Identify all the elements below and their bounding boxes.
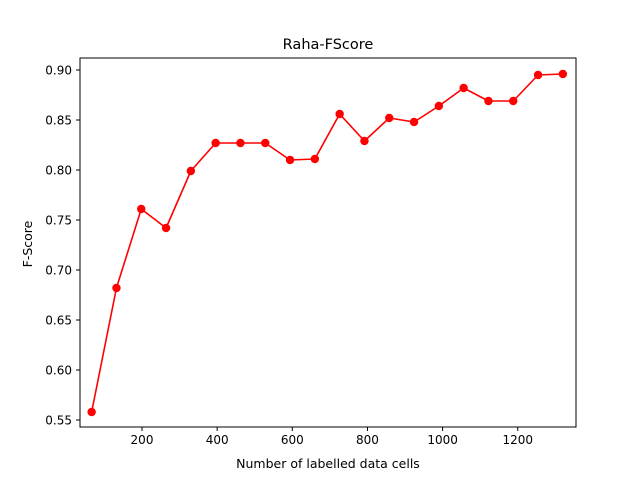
x-axis-ticks: 200 400 600 800 1000 1200 <box>131 427 533 447</box>
data-point <box>186 166 196 176</box>
plot-area-frame <box>79 57 577 428</box>
y-tick-label: 0.65 <box>45 314 72 328</box>
x-tick-label: 800 <box>356 433 379 447</box>
data-point <box>261 138 270 148</box>
data-point <box>285 155 295 165</box>
series-layer <box>87 69 568 417</box>
y-tick-label: 0.75 <box>45 214 72 228</box>
y-tick-label: 0.70 <box>45 264 72 278</box>
x-tick-label: 600 <box>281 433 304 447</box>
chart-title: Raha-FScore <box>283 37 374 53</box>
x-tick-label: 200 <box>131 433 154 447</box>
y-tick-label: 0.55 <box>45 414 72 428</box>
y-axis-label: F-Score <box>20 220 35 267</box>
data-point <box>484 96 493 106</box>
data-point <box>161 223 171 233</box>
y-axis-ticks: 0.55 0.60 0.65 0.70 0.75 0.80 0.85 0.90 <box>45 64 80 428</box>
data-point <box>87 407 96 417</box>
x-tick-label: 1200 <box>502 433 533 447</box>
series-line <box>90 73 563 413</box>
data-point <box>335 109 344 119</box>
data-point <box>360 136 369 146</box>
data-point <box>409 117 419 127</box>
y-tick-label: 0.90 <box>45 64 72 78</box>
data-point <box>434 101 444 111</box>
x-tick-label: 400 <box>206 433 229 447</box>
data-point <box>385 113 394 123</box>
data-point <box>509 96 518 106</box>
data-point <box>137 204 146 214</box>
data-point <box>459 83 468 93</box>
x-axis-label: Number of labelled data cells <box>236 456 420 471</box>
data-point <box>310 154 320 164</box>
data-point <box>112 283 121 293</box>
data-point <box>533 70 543 80</box>
y-tick-label: 0.80 <box>45 164 72 178</box>
x-tick-label: 1000 <box>427 433 458 447</box>
data-point <box>236 138 245 148</box>
data-point <box>558 69 568 79</box>
data-point <box>211 138 220 148</box>
y-tick-label: 0.85 <box>45 114 72 128</box>
y-tick-label: 0.60 <box>45 364 72 378</box>
